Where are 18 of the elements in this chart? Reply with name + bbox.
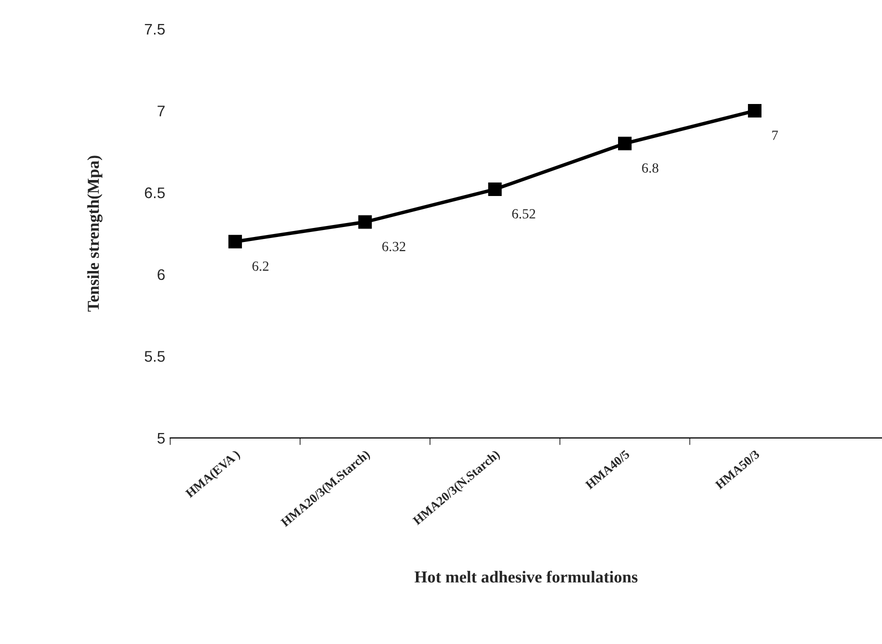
data-label: 7	[772, 130, 778, 140]
data-label: 6.2	[252, 262, 268, 271]
y-tick-label: 6.5	[144, 187, 165, 198]
data-label: 6.52	[512, 209, 536, 219]
y-tick-label: 7.5	[144, 24, 165, 35]
y-tick-label: 5	[157, 432, 165, 444]
point	[488, 182, 502, 196]
x-axis-title: Hot melt adhesive formulations	[414, 570, 638, 583]
point	[618, 136, 632, 150]
data-label: 6.8	[642, 163, 658, 173]
y-axis-title: Tensile strength(Mpa)	[87, 156, 102, 312]
point	[748, 104, 762, 118]
point	[358, 215, 372, 229]
y-tick-label: 5.5	[144, 351, 165, 362]
point	[228, 234, 242, 248]
y-tick-label: 7	[158, 106, 165, 116]
data-label: 6.32	[382, 242, 406, 252]
y-tick-label: 6	[158, 269, 165, 280]
